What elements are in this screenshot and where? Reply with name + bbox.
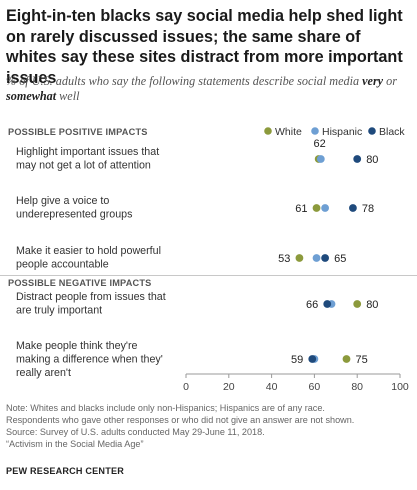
data-label: 80 <box>366 299 378 311</box>
x-tick-label: 0 <box>183 381 189 393</box>
legend-dot-white <box>264 127 272 135</box>
item-label: may not get a lot of attention <box>16 160 151 172</box>
data-label: 75 <box>356 354 368 366</box>
item-label: Make it easier to hold powerful <box>16 245 161 257</box>
chart-title: Eight-in-ten blacks say social media hel… <box>6 7 403 87</box>
subtitle-text: % of U.S. adults who say the following s… <box>6 74 360 88</box>
data-label: 80 <box>366 154 378 166</box>
chart-subtitle: % of U.S. adults who say the following s… <box>6 74 411 104</box>
note-line: Note: Whites and blacks include only non… <box>6 403 325 413</box>
dot-hispanic <box>316 155 325 163</box>
x-tick-label: 60 <box>309 381 321 393</box>
data-label: 65 <box>334 253 346 265</box>
x-tick-label: 80 <box>351 381 363 393</box>
data-label: 61 <box>295 203 307 215</box>
dot-black <box>349 204 357 212</box>
legend-dot-hispanic <box>311 127 319 135</box>
subtitle-well: well <box>59 89 80 103</box>
data-label: 66 <box>306 299 318 311</box>
dot-plot: White Hispanic Black POSSIBLE POSITIVE IMPA… <box>0 126 417 393</box>
dot-black <box>321 254 329 262</box>
item-label: are truly important <box>16 305 102 317</box>
dot-white <box>312 204 321 212</box>
item-label: Distract people from issues that <box>16 291 166 303</box>
x-tick-label: 100 <box>391 381 409 393</box>
subtitle-or: or <box>386 74 397 88</box>
item-label: people accountable <box>16 259 109 271</box>
dot-black <box>308 355 317 363</box>
legend-label-black: Black <box>379 126 405 138</box>
subtitle-somewhat: somewhat <box>6 89 57 103</box>
chart-notes: Note: Whites and blacks include only non… <box>6 402 416 450</box>
source-organization: PEW RESEARCH CENTER <box>6 466 124 476</box>
legend-dot-black <box>368 127 376 135</box>
dot-hispanic <box>321 204 329 212</box>
dot-hispanic <box>312 254 321 262</box>
dot-white <box>342 355 351 363</box>
data-label: 78 <box>362 203 374 215</box>
dot-white <box>353 300 362 308</box>
item-label: really aren't <box>16 367 71 379</box>
item-label: making a difference when they' <box>16 354 163 366</box>
section-label: POSSIBLE POSITIVE IMPACTS <box>8 127 148 137</box>
dot-black <box>353 155 362 163</box>
x-tick-label: 40 <box>266 381 278 393</box>
x-tick-label: 20 <box>223 381 235 393</box>
dot-white <box>295 254 304 262</box>
legend-label-white: White <box>275 126 302 138</box>
source-line: Source: Survey of U.S. adults conducted … <box>6 427 265 437</box>
note-line: Respondents who gave other responses or … <box>6 415 355 425</box>
data-label: 59 <box>291 354 303 366</box>
item-label: Highlight important issues that <box>16 146 159 158</box>
data-label: 53 <box>278 253 290 265</box>
section-label: POSSIBLE NEGATIVE IMPACTS <box>8 278 152 288</box>
dot-black <box>323 300 332 308</box>
item-label: underepresented groups <box>16 209 132 221</box>
report-line: “Activism in the Social Media Age” <box>6 439 144 449</box>
subtitle-very: very <box>362 74 384 88</box>
legend-label-hispanic: Hispanic <box>322 126 362 138</box>
data-label: 62 <box>314 138 326 150</box>
item-label: Help give a voice to <box>16 195 109 207</box>
item-label: Make people think they're <box>16 340 138 352</box>
